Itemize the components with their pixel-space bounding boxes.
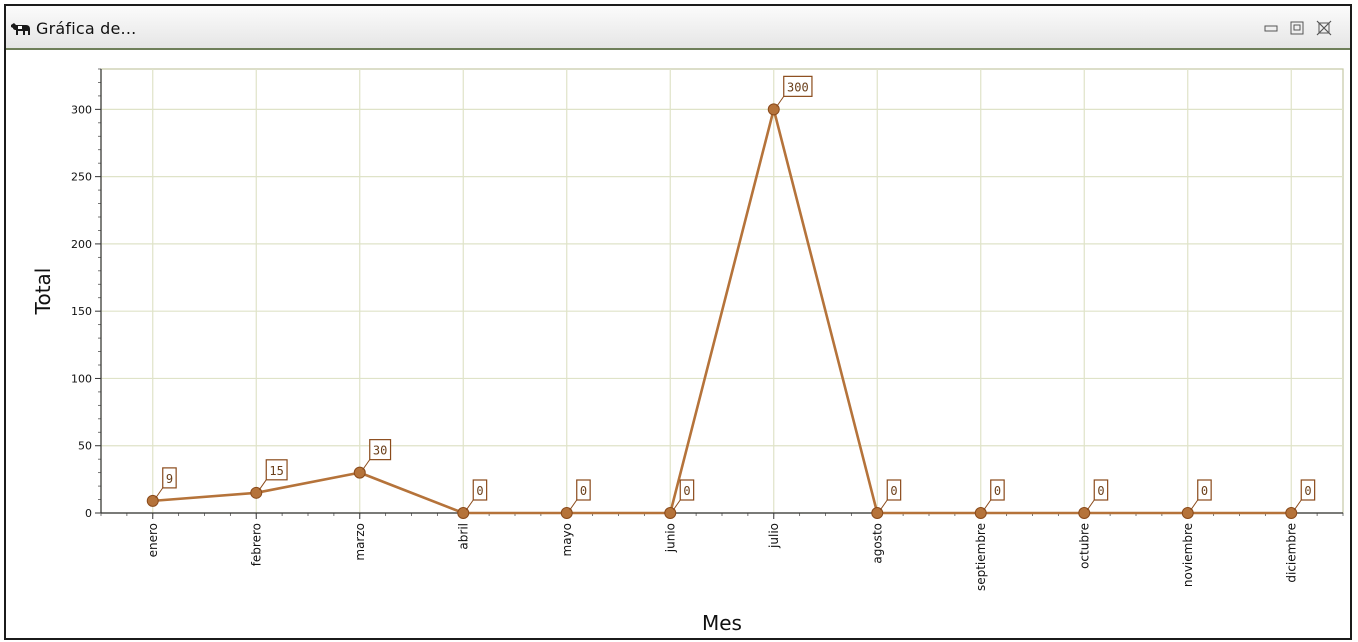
data-point [664,507,677,519]
data-label-leader [1293,499,1302,511]
data-label-box [990,479,1005,501]
data-label-box [162,467,177,489]
y-axis-title: Total [31,268,55,316]
data-label: 30 [373,444,387,458]
data-label-leader [776,96,785,107]
data-label: 0 [890,484,897,498]
series-total [146,103,1298,519]
data-point [457,507,470,519]
y-tick-label: 300 [71,103,92,116]
data-point [250,486,263,499]
close-icon[interactable] [1316,20,1332,36]
x-tick-label: marzo [353,523,367,561]
data-label-box [679,479,695,501]
data-label-leader [155,487,164,499]
x-tick-label: junio [663,523,677,553]
data-point [974,507,987,519]
y-tick-label: 150 [71,305,92,318]
x-tick-label: abril [456,523,470,550]
data-point [871,507,884,519]
data-label-box [1197,479,1212,501]
data-point [560,507,573,519]
y-tick-label: 250 [71,171,92,184]
data-label: 0 [1097,484,1104,498]
chart-window: Gráfica de... 0 50 100 150 200 250 300 enero feb… [4,4,1352,640]
data-label-leader [1086,499,1095,511]
data-label-leader [362,459,371,470]
data-label-box [783,75,813,97]
maximize-icon[interactable] [1289,20,1305,36]
data-label-leader [258,479,267,491]
x-tick-label: febrero [249,523,263,566]
data-label-box [472,479,488,501]
data-label-box [576,479,591,501]
y-tick-label: 50 [78,440,92,453]
x-tick-label: agosto [870,523,884,564]
y-tick-label: 200 [71,238,92,251]
data-point [146,494,159,507]
title-bar[interactable]: Gráfica de... [6,6,1350,50]
x-tick-label: septiembre [974,523,988,591]
data-label-leader [569,499,578,511]
x-tick-label: enero [146,523,160,557]
window-title: Gráfica de... [36,19,137,38]
data-label-leader [1190,499,1199,511]
grid [100,68,1344,514]
cow-icon [11,23,30,35]
data-point [1181,507,1194,519]
data-label: 300 [787,80,809,94]
data-label-box [1093,479,1109,501]
data-label-leader [672,499,681,511]
x-tick-label: julio [767,523,781,549]
data-label-leader [465,499,474,511]
minimize-icon[interactable] [1263,20,1279,36]
data-point [1078,507,1091,519]
y-tick-label: 100 [71,372,92,385]
data-label: 0 [1201,484,1208,498]
data-label-box [265,459,288,481]
series-line [152,108,1292,515]
data-point [353,466,366,479]
x-tick-label: mayo [560,523,574,557]
data-point [767,103,780,116]
x-tick-label: diciembre [1284,523,1298,583]
data-label: 0 [580,484,587,498]
data-label-leader [983,499,992,511]
x-tick-label: noviembre [1181,523,1195,587]
data-label: 0 [994,484,1001,498]
data-label-box [886,479,902,501]
y-tick-label: 0 [85,507,92,520]
data-label: 9 [166,472,173,486]
data-label-leader [879,499,888,511]
data-label-box [369,439,392,461]
x-tick-label: octubre [1077,523,1091,569]
plot-area [100,68,1344,514]
data-label: 15 [269,464,283,478]
x-axis-title: Mes [702,611,742,635]
data-label: 0 [476,484,483,498]
data-point [1285,507,1298,519]
data-label: 0 [683,484,690,498]
data-label: 0 [1304,484,1311,498]
data-label-box [1300,479,1316,501]
